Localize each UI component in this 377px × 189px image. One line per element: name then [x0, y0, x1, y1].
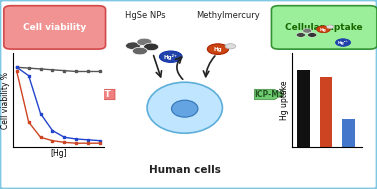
Text: Cellular uptake: Cellular uptake [285, 23, 363, 32]
Circle shape [89, 118, 96, 121]
FancyBboxPatch shape [4, 6, 106, 49]
Text: Human cells: Human cells [149, 165, 221, 175]
Circle shape [90, 61, 98, 65]
Circle shape [79, 94, 93, 101]
FancyArrow shape [87, 89, 115, 100]
Bar [342, 119, 355, 147]
Circle shape [144, 43, 159, 51]
Text: Hg²⁺: Hg²⁺ [81, 95, 91, 100]
Text: ICP-MS: ICP-MS [254, 90, 285, 99]
Ellipse shape [147, 82, 222, 133]
Circle shape [296, 33, 305, 37]
Circle shape [159, 51, 182, 62]
Text: Hg²⁺: Hg²⁺ [338, 41, 348, 45]
Circle shape [207, 44, 228, 54]
Circle shape [303, 29, 312, 33]
Circle shape [126, 42, 141, 50]
Circle shape [317, 26, 330, 33]
Circle shape [308, 33, 317, 37]
Bar [320, 77, 332, 147]
Circle shape [336, 39, 351, 46]
Circle shape [225, 44, 236, 49]
Circle shape [80, 119, 92, 125]
Y-axis label: Hg uptake: Hg uptake [280, 81, 290, 120]
Y-axis label: Cell viability %: Cell viability % [2, 72, 11, 129]
FancyBboxPatch shape [271, 6, 377, 49]
Text: MTT: MTT [89, 90, 111, 99]
Ellipse shape [172, 100, 198, 117]
Bar [297, 70, 310, 147]
Text: HgSe NPs: HgSe NPs [125, 11, 166, 20]
Text: Cell viability: Cell viability [23, 23, 86, 32]
Circle shape [94, 64, 102, 68]
Text: Hg: Hg [214, 47, 222, 52]
Text: Hg: Hg [83, 120, 89, 124]
Text: Hg²⁺: Hg²⁺ [164, 54, 178, 60]
Circle shape [137, 38, 152, 46]
Circle shape [326, 25, 334, 29]
Text: Methylmercury: Methylmercury [196, 11, 260, 20]
FancyArrow shape [254, 89, 283, 100]
Circle shape [132, 47, 147, 55]
Circle shape [84, 63, 92, 67]
Text: Hg: Hg [320, 28, 327, 32]
X-axis label: [Hg]: [Hg] [50, 149, 67, 158]
